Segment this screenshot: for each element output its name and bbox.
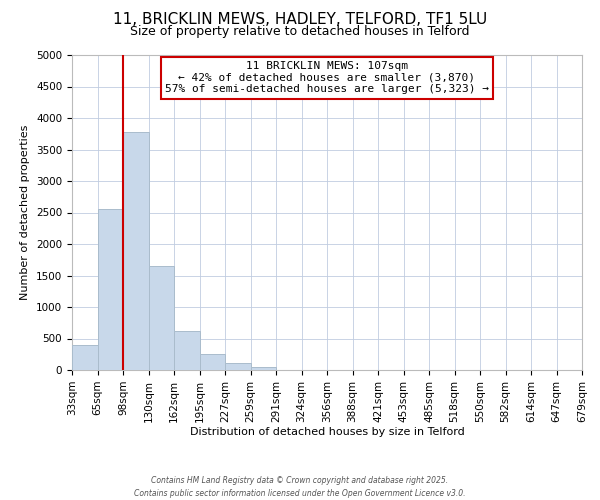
Bar bbox=[251, 367, 276, 370]
Bar bbox=[72, 345, 97, 370]
Bar bbox=[97, 210, 123, 370]
Y-axis label: Number of detached properties: Number of detached properties bbox=[20, 125, 31, 300]
Text: Contains HM Land Registry data © Crown copyright and database right 2025.
Contai: Contains HM Land Registry data © Crown c… bbox=[134, 476, 466, 498]
Bar bbox=[123, 132, 149, 370]
Text: 11, BRICKLIN MEWS, HADLEY, TELFORD, TF1 5LU: 11, BRICKLIN MEWS, HADLEY, TELFORD, TF1 … bbox=[113, 12, 487, 28]
Text: Size of property relative to detached houses in Telford: Size of property relative to detached ho… bbox=[130, 25, 470, 38]
Text: 11 BRICKLIN MEWS: 107sqm
← 42% of detached houses are smaller (3,870)
57% of sem: 11 BRICKLIN MEWS: 107sqm ← 42% of detach… bbox=[165, 62, 489, 94]
X-axis label: Distribution of detached houses by size in Telford: Distribution of detached houses by size … bbox=[190, 428, 464, 438]
Bar bbox=[199, 354, 225, 370]
Bar bbox=[149, 266, 174, 370]
Bar bbox=[174, 330, 199, 370]
Bar bbox=[225, 364, 251, 370]
